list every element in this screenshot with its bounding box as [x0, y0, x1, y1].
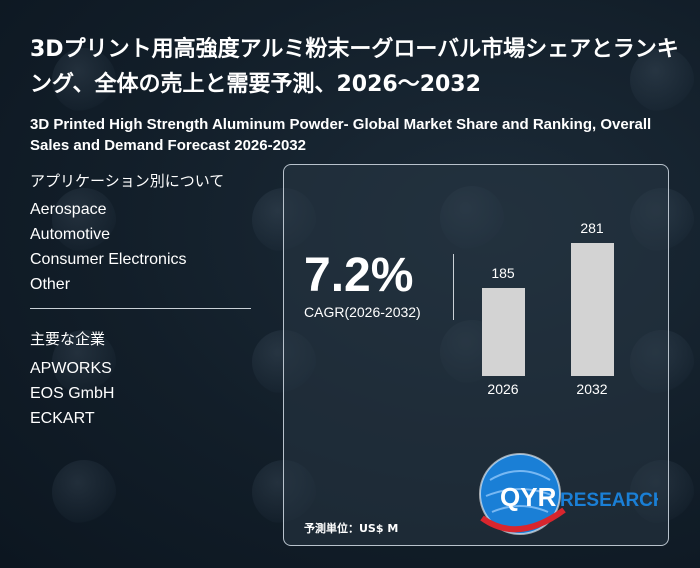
watermark-globe-icon [630, 48, 694, 112]
logo-qyr-text: QYR [500, 482, 557, 512]
bar-2026 [482, 288, 525, 376]
application-item: Other [30, 276, 71, 293]
logo-research-text: RESEARCH [560, 490, 658, 511]
bar-category-label: 2032 [576, 381, 608, 397]
page-title: 3Dプリント用高強度アルミ粉末ーグローバル市場シェアとランキング、全体の売上と需… [30, 37, 679, 97]
cagr-value: 7.2% [304, 249, 414, 302]
bar-value-label: 185 [491, 265, 515, 281]
company-item: ECKART [30, 410, 95, 427]
bar-category-label: 2026 [487, 381, 519, 397]
applications-heading: アプリケーション別について [30, 172, 225, 190]
watermark-globe-icon [52, 48, 116, 112]
companies-heading: 主要な企業 [30, 330, 106, 348]
qyr-research-logo: QYR RESEARCH [479, 453, 658, 535]
company-item: EOS GmbH [30, 385, 115, 402]
cagr-label: CAGR(2026-2032) [304, 304, 421, 320]
watermark-globe-icon [52, 330, 116, 394]
divider [30, 308, 251, 309]
application-item: Consumer Electronics [30, 251, 187, 268]
page-subtitle: 3D Printed High Strength Aluminum Powder… [30, 116, 652, 154]
application-item: Automotive [30, 226, 111, 243]
application-item: Aerospace [30, 201, 107, 218]
bar-2032 [571, 243, 614, 376]
watermark-globe-icon [52, 460, 116, 524]
panel-divider [453, 254, 454, 320]
bar-value-label: 281 [580, 220, 604, 236]
companies-list: APWORKS EOS GmbH ECKART [30, 356, 114, 431]
company-item: APWORKS [30, 360, 112, 377]
unit-label: 予測単位：US$ M [304, 522, 399, 535]
watermark-globe-icon [52, 188, 116, 252]
applications-list: Aerospace Automotive Consumer Electronic… [30, 197, 187, 297]
